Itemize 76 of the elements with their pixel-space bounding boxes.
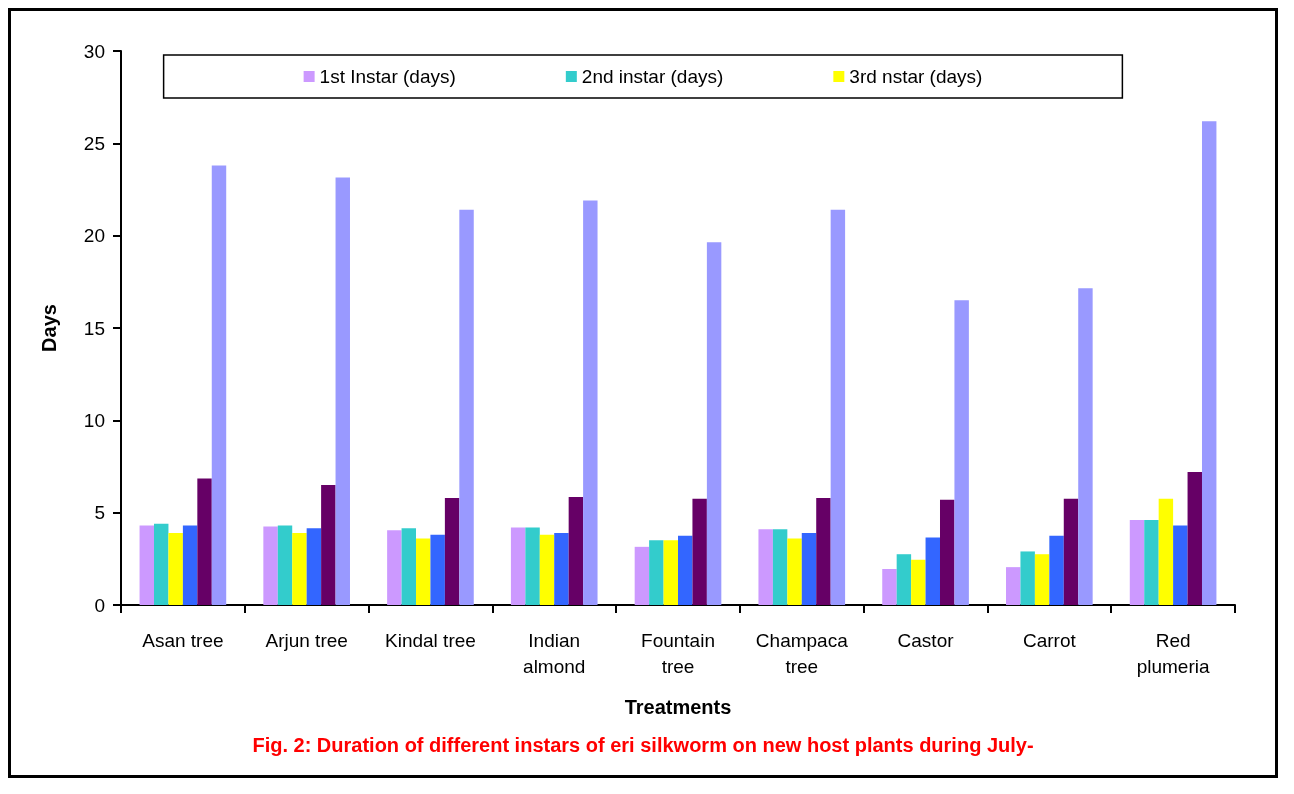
bar bbox=[954, 300, 969, 605]
legend-label: 3rd nstar (days) bbox=[849, 66, 983, 87]
bar bbox=[882, 568, 897, 605]
bar bbox=[772, 529, 788, 605]
bar bbox=[387, 530, 402, 605]
x-tick-label: Red plumeria bbox=[1136, 629, 1210, 677]
bar bbox=[211, 165, 227, 605]
bar bbox=[649, 540, 664, 605]
bar bbox=[154, 523, 169, 605]
bar bbox=[816, 497, 831, 605]
bar bbox=[1034, 554, 1050, 605]
x-tick-label: Carrot bbox=[1022, 629, 1077, 651]
y-tick-label: 30 bbox=[83, 40, 105, 62]
bar bbox=[510, 527, 526, 605]
x-tick-label: Arjun tree bbox=[265, 629, 348, 651]
x-tick-label: Indian almond bbox=[523, 629, 586, 677]
bar bbox=[801, 532, 817, 605]
x-axis-title: Treatments bbox=[624, 696, 732, 718]
bar bbox=[401, 528, 416, 605]
bar bbox=[306, 528, 322, 605]
bar bbox=[1063, 498, 1079, 605]
bar bbox=[1006, 567, 1021, 605]
bar bbox=[678, 535, 693, 605]
y-axis-title: Days bbox=[38, 304, 60, 352]
y-tick-label: 0 bbox=[94, 594, 105, 616]
bar bbox=[1158, 498, 1174, 605]
bar bbox=[416, 538, 431, 605]
bar bbox=[925, 537, 940, 605]
bar bbox=[321, 484, 336, 605]
bar bbox=[706, 242, 722, 605]
bar bbox=[758, 529, 773, 605]
bar bbox=[1049, 535, 1064, 605]
bar bbox=[139, 525, 155, 605]
y-tick-label: 5 bbox=[94, 502, 105, 524]
bar bbox=[1144, 520, 1159, 605]
bar bbox=[539, 534, 555, 605]
bar bbox=[663, 540, 678, 605]
y-tick-label: 20 bbox=[83, 225, 105, 247]
y-tick-label: 25 bbox=[83, 132, 105, 154]
bar bbox=[583, 200, 598, 605]
bar bbox=[168, 532, 183, 605]
bar bbox=[197, 478, 212, 605]
x-tick-label: Champaca tree bbox=[755, 629, 849, 677]
y-tick-label: 15 bbox=[83, 317, 105, 339]
bar bbox=[1201, 121, 1217, 605]
bar bbox=[1020, 551, 1035, 605]
bar bbox=[896, 554, 912, 605]
bar bbox=[634, 546, 650, 605]
bar bbox=[444, 497, 460, 605]
bar bbox=[568, 496, 584, 605]
bar bbox=[335, 177, 350, 605]
caption: Fig. 2: Duration of different instars of eri silkworm on new host plants during July- bbox=[252, 734, 1034, 756]
x-tick-label: Fountain tree bbox=[641, 629, 715, 677]
bar bbox=[911, 559, 926, 605]
bar bbox=[554, 532, 569, 605]
bar bbox=[1173, 525, 1188, 605]
bar bbox=[430, 534, 445, 605]
x-tick-label: Kindal tree bbox=[385, 629, 476, 651]
x-tick-label: Castor bbox=[897, 629, 955, 651]
bar bbox=[525, 527, 540, 605]
x-tick-label: Asan tree bbox=[142, 629, 224, 651]
bar bbox=[277, 525, 293, 605]
bar bbox=[292, 532, 307, 605]
bar bbox=[263, 526, 278, 605]
bar bbox=[1129, 520, 1145, 605]
bar bbox=[182, 525, 198, 605]
legend-label: 2nd instar (days) bbox=[581, 66, 724, 87]
bar bbox=[940, 499, 955, 605]
legend-label: 1st Instar (days) bbox=[319, 66, 456, 87]
y-tick-label: 10 bbox=[83, 409, 105, 431]
bar bbox=[830, 209, 846, 605]
bar bbox=[787, 538, 802, 605]
bar bbox=[1078, 288, 1093, 605]
bar bbox=[692, 498, 707, 605]
bar bbox=[459, 209, 474, 605]
bar bbox=[1187, 472, 1202, 605]
